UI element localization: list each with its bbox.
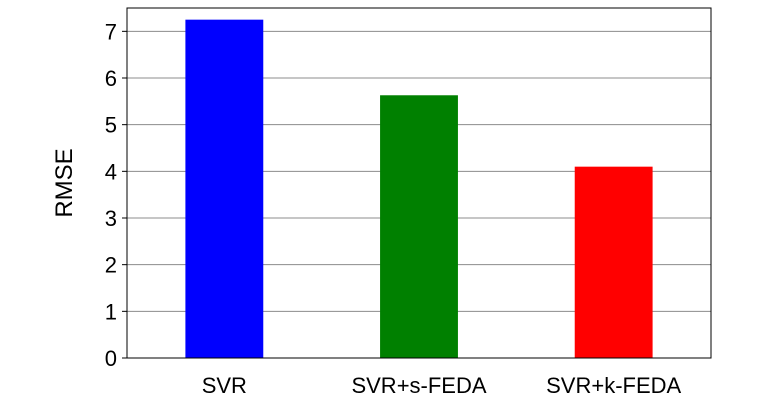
y-tick-label: 1	[105, 299, 117, 324]
bar-svr-s-feda	[380, 95, 458, 359]
y-tick-label: 5	[105, 113, 117, 138]
y-tick-label: 3	[105, 206, 117, 231]
bar-svr-k-feda	[574, 166, 653, 358]
y-axis: 0 1 2 3 4 5 6 7	[105, 19, 127, 371]
bars	[185, 19, 653, 359]
plot-area-frame	[126, 7, 712, 359]
x-category-label: SVR+k-FEDA	[546, 373, 681, 398]
x-axis: SVR SVR+s-FEDA SVR+k-FEDA	[202, 373, 682, 398]
x-category-label: SVR+s-FEDA	[351, 373, 486, 398]
y-axis-title: RMSE	[51, 148, 78, 217]
x-category-label: SVR	[202, 373, 247, 398]
y-tick-label: 7	[105, 19, 117, 44]
y-tick-label: 0	[105, 346, 117, 371]
y-tick-label: 6	[105, 66, 117, 91]
y-tick-label: 4	[105, 159, 117, 184]
y-tick-label: 2	[105, 253, 117, 278]
bar-svr	[185, 19, 264, 359]
